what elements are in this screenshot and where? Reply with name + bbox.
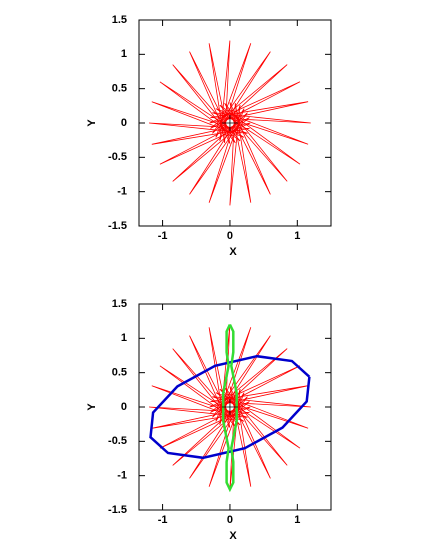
x-tick-label: 1 (294, 230, 300, 242)
x-tick-label: 0 (227, 230, 233, 242)
orbit-line (221, 324, 238, 493)
x-tick-label: -1 (158, 514, 168, 526)
y-tick-label: 1 (121, 332, 127, 344)
orbit-line (149, 324, 311, 490)
y-tick-label: 0 (121, 117, 127, 129)
y-tick-label: -0.5 (108, 151, 127, 163)
x-axis-label: X (229, 530, 237, 542)
origin-cross (221, 399, 238, 415)
x-tick-label: -1 (158, 230, 168, 242)
y-tick-label: 1.5 (112, 298, 127, 310)
y-axis-label: Y (86, 119, 98, 127)
orbit-line (149, 354, 311, 460)
x-tick-label: 0 (227, 514, 233, 526)
y-tick-label: 1.5 (112, 14, 127, 26)
y-tick-label: -1 (117, 470, 127, 482)
y-axis-label: Y (86, 403, 98, 411)
y-tick-label: -1 (117, 186, 127, 198)
orbit-line (149, 40, 311, 206)
y-tick-label: -1.5 (108, 504, 127, 516)
origin-cross (221, 115, 238, 131)
y-tick-label: 0.5 (112, 367, 127, 379)
y-tick-label: 0.5 (112, 83, 127, 95)
x-tick-label: 1 (294, 514, 300, 526)
y-tick-label: -1.5 (108, 220, 127, 232)
x-axis-label: X (229, 246, 237, 258)
y-tick-label: 0 (121, 401, 127, 413)
y-tick-label: -0.5 (108, 435, 127, 447)
y-tick-label: 1 (121, 48, 127, 60)
